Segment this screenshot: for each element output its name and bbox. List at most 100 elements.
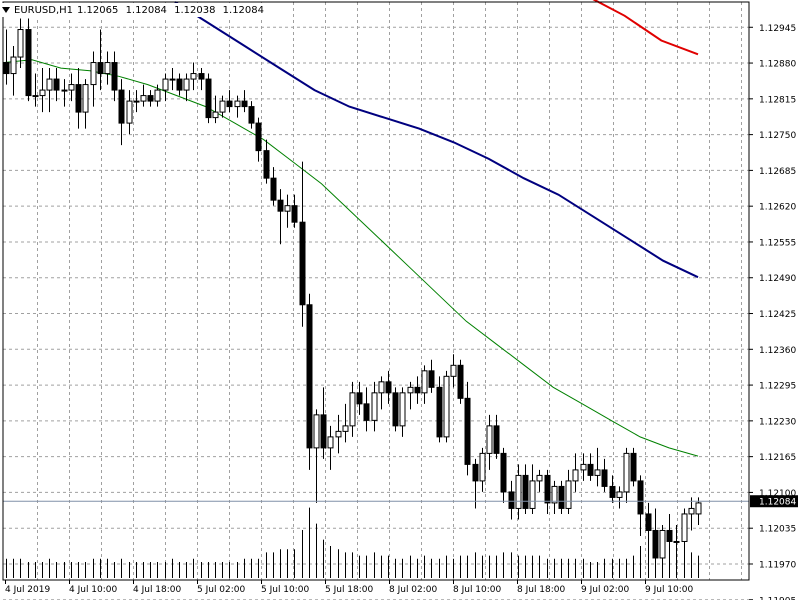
candle-body xyxy=(291,205,298,223)
y-tick-label: 1.12750 xyxy=(759,131,796,141)
candle xyxy=(212,95,219,124)
candle-body xyxy=(82,84,89,113)
candle-body xyxy=(154,89,161,102)
candle xyxy=(443,370,450,443)
candle-body xyxy=(327,436,334,449)
candle xyxy=(486,414,493,470)
candle xyxy=(133,90,140,113)
candle xyxy=(75,68,82,129)
candle xyxy=(421,365,428,404)
candle xyxy=(277,189,284,245)
candle xyxy=(32,73,39,107)
candle-body xyxy=(399,392,406,427)
candle xyxy=(378,376,385,410)
candle-body xyxy=(363,403,370,421)
candle-body xyxy=(277,199,284,212)
candle xyxy=(630,447,637,487)
x-tick-label: 9 Jul 02:00 xyxy=(581,585,630,595)
candle xyxy=(623,447,630,503)
candle-body xyxy=(378,381,385,394)
candle-body xyxy=(609,485,616,498)
candle xyxy=(104,51,111,85)
candle-body xyxy=(284,205,291,212)
candle-body xyxy=(198,73,205,80)
y-tick-label: 1.12815 xyxy=(759,95,796,105)
candle xyxy=(198,68,205,91)
candle xyxy=(536,469,543,492)
candle xyxy=(428,359,435,393)
candle xyxy=(609,475,616,503)
candle xyxy=(457,359,464,404)
candle-body xyxy=(652,529,659,559)
candle-body xyxy=(126,100,133,124)
candle xyxy=(90,51,97,107)
candle xyxy=(508,480,515,520)
candle xyxy=(371,381,378,432)
chevron-down-icon[interactable] xyxy=(2,7,10,13)
candle-body xyxy=(356,392,363,405)
candle-body xyxy=(508,491,515,509)
candle-body xyxy=(342,425,349,432)
candle xyxy=(190,62,197,91)
candle-body xyxy=(10,56,17,75)
candle-body xyxy=(673,540,680,543)
candle xyxy=(681,508,688,553)
candle-body xyxy=(623,452,630,493)
candle-body xyxy=(688,507,695,515)
candle xyxy=(558,480,565,514)
candle-body xyxy=(68,84,75,91)
candle xyxy=(601,458,608,492)
candle xyxy=(349,381,356,437)
candle-body xyxy=(169,78,176,81)
candle xyxy=(652,508,659,569)
candle-body xyxy=(407,386,414,394)
candle xyxy=(385,370,392,404)
candle-body xyxy=(270,177,277,201)
candle-body xyxy=(234,100,241,108)
candle-body xyxy=(183,78,190,91)
candle-body xyxy=(299,221,306,306)
candle-body xyxy=(421,370,428,394)
candle xyxy=(479,447,486,492)
candle xyxy=(551,480,558,514)
x-tick-label: 5 Jul 10:00 xyxy=(261,585,310,595)
volume-histogram xyxy=(6,507,699,578)
candle-body xyxy=(500,452,507,493)
ohlc-open: 1.12065 xyxy=(77,4,119,16)
candle-body xyxy=(479,452,486,482)
candle-body xyxy=(147,95,154,102)
candle xyxy=(263,139,270,184)
candle-body xyxy=(443,375,450,438)
x-tick-label: 5 Jul 18:00 xyxy=(325,585,374,595)
candle xyxy=(176,73,183,96)
candle-body xyxy=(392,392,399,427)
candle-body xyxy=(637,480,644,515)
candle xyxy=(587,453,594,481)
x-tick-label: 8 Jul 18:00 xyxy=(517,585,566,595)
candle xyxy=(118,79,125,146)
chart-header: EURUSD,H1 1.12065 1.12084 1.12038 1.1208… xyxy=(2,3,269,17)
candle xyxy=(17,18,24,69)
candle xyxy=(205,73,212,124)
candle-body xyxy=(536,474,543,482)
candle xyxy=(234,95,241,118)
candle xyxy=(493,414,500,459)
candle-body xyxy=(436,386,443,438)
candle xyxy=(39,68,46,113)
candle xyxy=(53,68,60,102)
candle xyxy=(313,409,320,503)
candle xyxy=(226,90,233,113)
candle xyxy=(162,73,169,102)
candle xyxy=(500,447,507,503)
candle-body xyxy=(457,364,464,399)
candle xyxy=(472,458,479,509)
candle-body xyxy=(587,463,594,476)
candle xyxy=(580,453,587,481)
candle xyxy=(140,84,147,107)
candle-body xyxy=(90,62,97,86)
candle-body xyxy=(529,480,536,509)
candle-body xyxy=(176,78,183,91)
candle-body xyxy=(205,78,212,119)
